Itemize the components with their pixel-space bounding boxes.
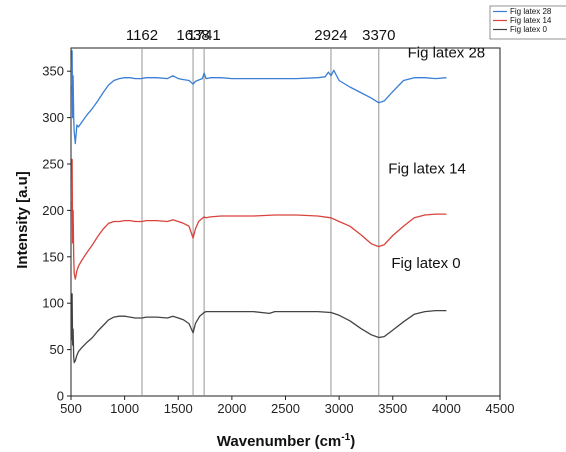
x-axis-title: Wavenumber (cm-1) xyxy=(217,432,355,450)
reference-label-1162: 1162 xyxy=(126,27,158,44)
series-line-1 xyxy=(70,158,447,280)
series-label-1: Fig latex 14 xyxy=(388,160,466,177)
x-tick-label-500: 500 xyxy=(60,401,82,416)
y-tick-label-100: 100 xyxy=(42,296,64,311)
reference-lines xyxy=(141,48,380,396)
x-axis-title-superscript: -1 xyxy=(341,432,350,443)
series-labels: Fig latex 28 Fig latex 14 Fig latex 0 xyxy=(388,44,485,272)
reference-label-1741: 1741 xyxy=(187,27,220,44)
x-tick-label-1000: 1000 xyxy=(110,401,139,416)
x-tick-label-1500: 1500 xyxy=(164,401,193,416)
x-tick-label-4500: 4500 xyxy=(486,401,515,416)
legend-entry-0: Fig latex 28 xyxy=(510,7,552,16)
y-tick-label-150: 150 xyxy=(42,249,64,264)
y-tick-label-50: 50 xyxy=(50,342,64,357)
x-tick-label-2000: 2000 xyxy=(217,401,246,416)
x-tick-label-2500: 2500 xyxy=(271,401,300,416)
y-tick-label-250: 250 xyxy=(42,157,64,172)
y-tick-label-200: 200 xyxy=(42,203,64,218)
series-lines xyxy=(70,50,447,364)
y-axis: 0 50 100 150 200 250 300 350 xyxy=(42,64,71,404)
reference-label-1638: 1638 xyxy=(176,27,209,44)
legend-entry-1: Fig latex 14 xyxy=(510,16,552,25)
x-tick-label-4000: 4000 xyxy=(432,401,461,416)
legend-entry-2: Fig latex 0 xyxy=(510,25,547,34)
series-line-0 xyxy=(70,50,447,145)
x-tick-label-3500: 3500 xyxy=(378,401,407,416)
y-tick-label-350: 350 xyxy=(42,64,64,79)
series-label-0: Fig latex 28 xyxy=(408,44,486,61)
y-tick-label-300: 300 xyxy=(42,110,64,125)
x-axis-title-main: Wavenumber (cm xyxy=(217,433,341,450)
y-tick-label-0: 0 xyxy=(57,389,64,404)
reference-label-3370: 3370 xyxy=(362,27,395,44)
x-axis-title-tail: ) xyxy=(350,433,355,450)
x-axis: 500 1000 1500 2000 2500 3000 3500 4000 4500 xyxy=(60,396,514,416)
series-line-2 xyxy=(70,293,447,364)
reference-label-2924: 2924 xyxy=(314,27,347,44)
y-axis-title: Intensity [a.u] xyxy=(14,171,31,269)
series-label-2: Fig latex 0 xyxy=(391,255,460,272)
x-tick-label-3000: 3000 xyxy=(325,401,354,416)
